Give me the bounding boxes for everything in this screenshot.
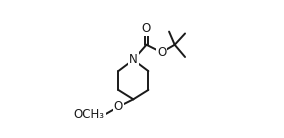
Text: OCH₃: OCH₃ xyxy=(74,108,105,121)
Text: O: O xyxy=(142,22,151,35)
Text: O: O xyxy=(114,100,123,113)
Text: O: O xyxy=(157,46,166,59)
Text: N: N xyxy=(129,53,138,66)
